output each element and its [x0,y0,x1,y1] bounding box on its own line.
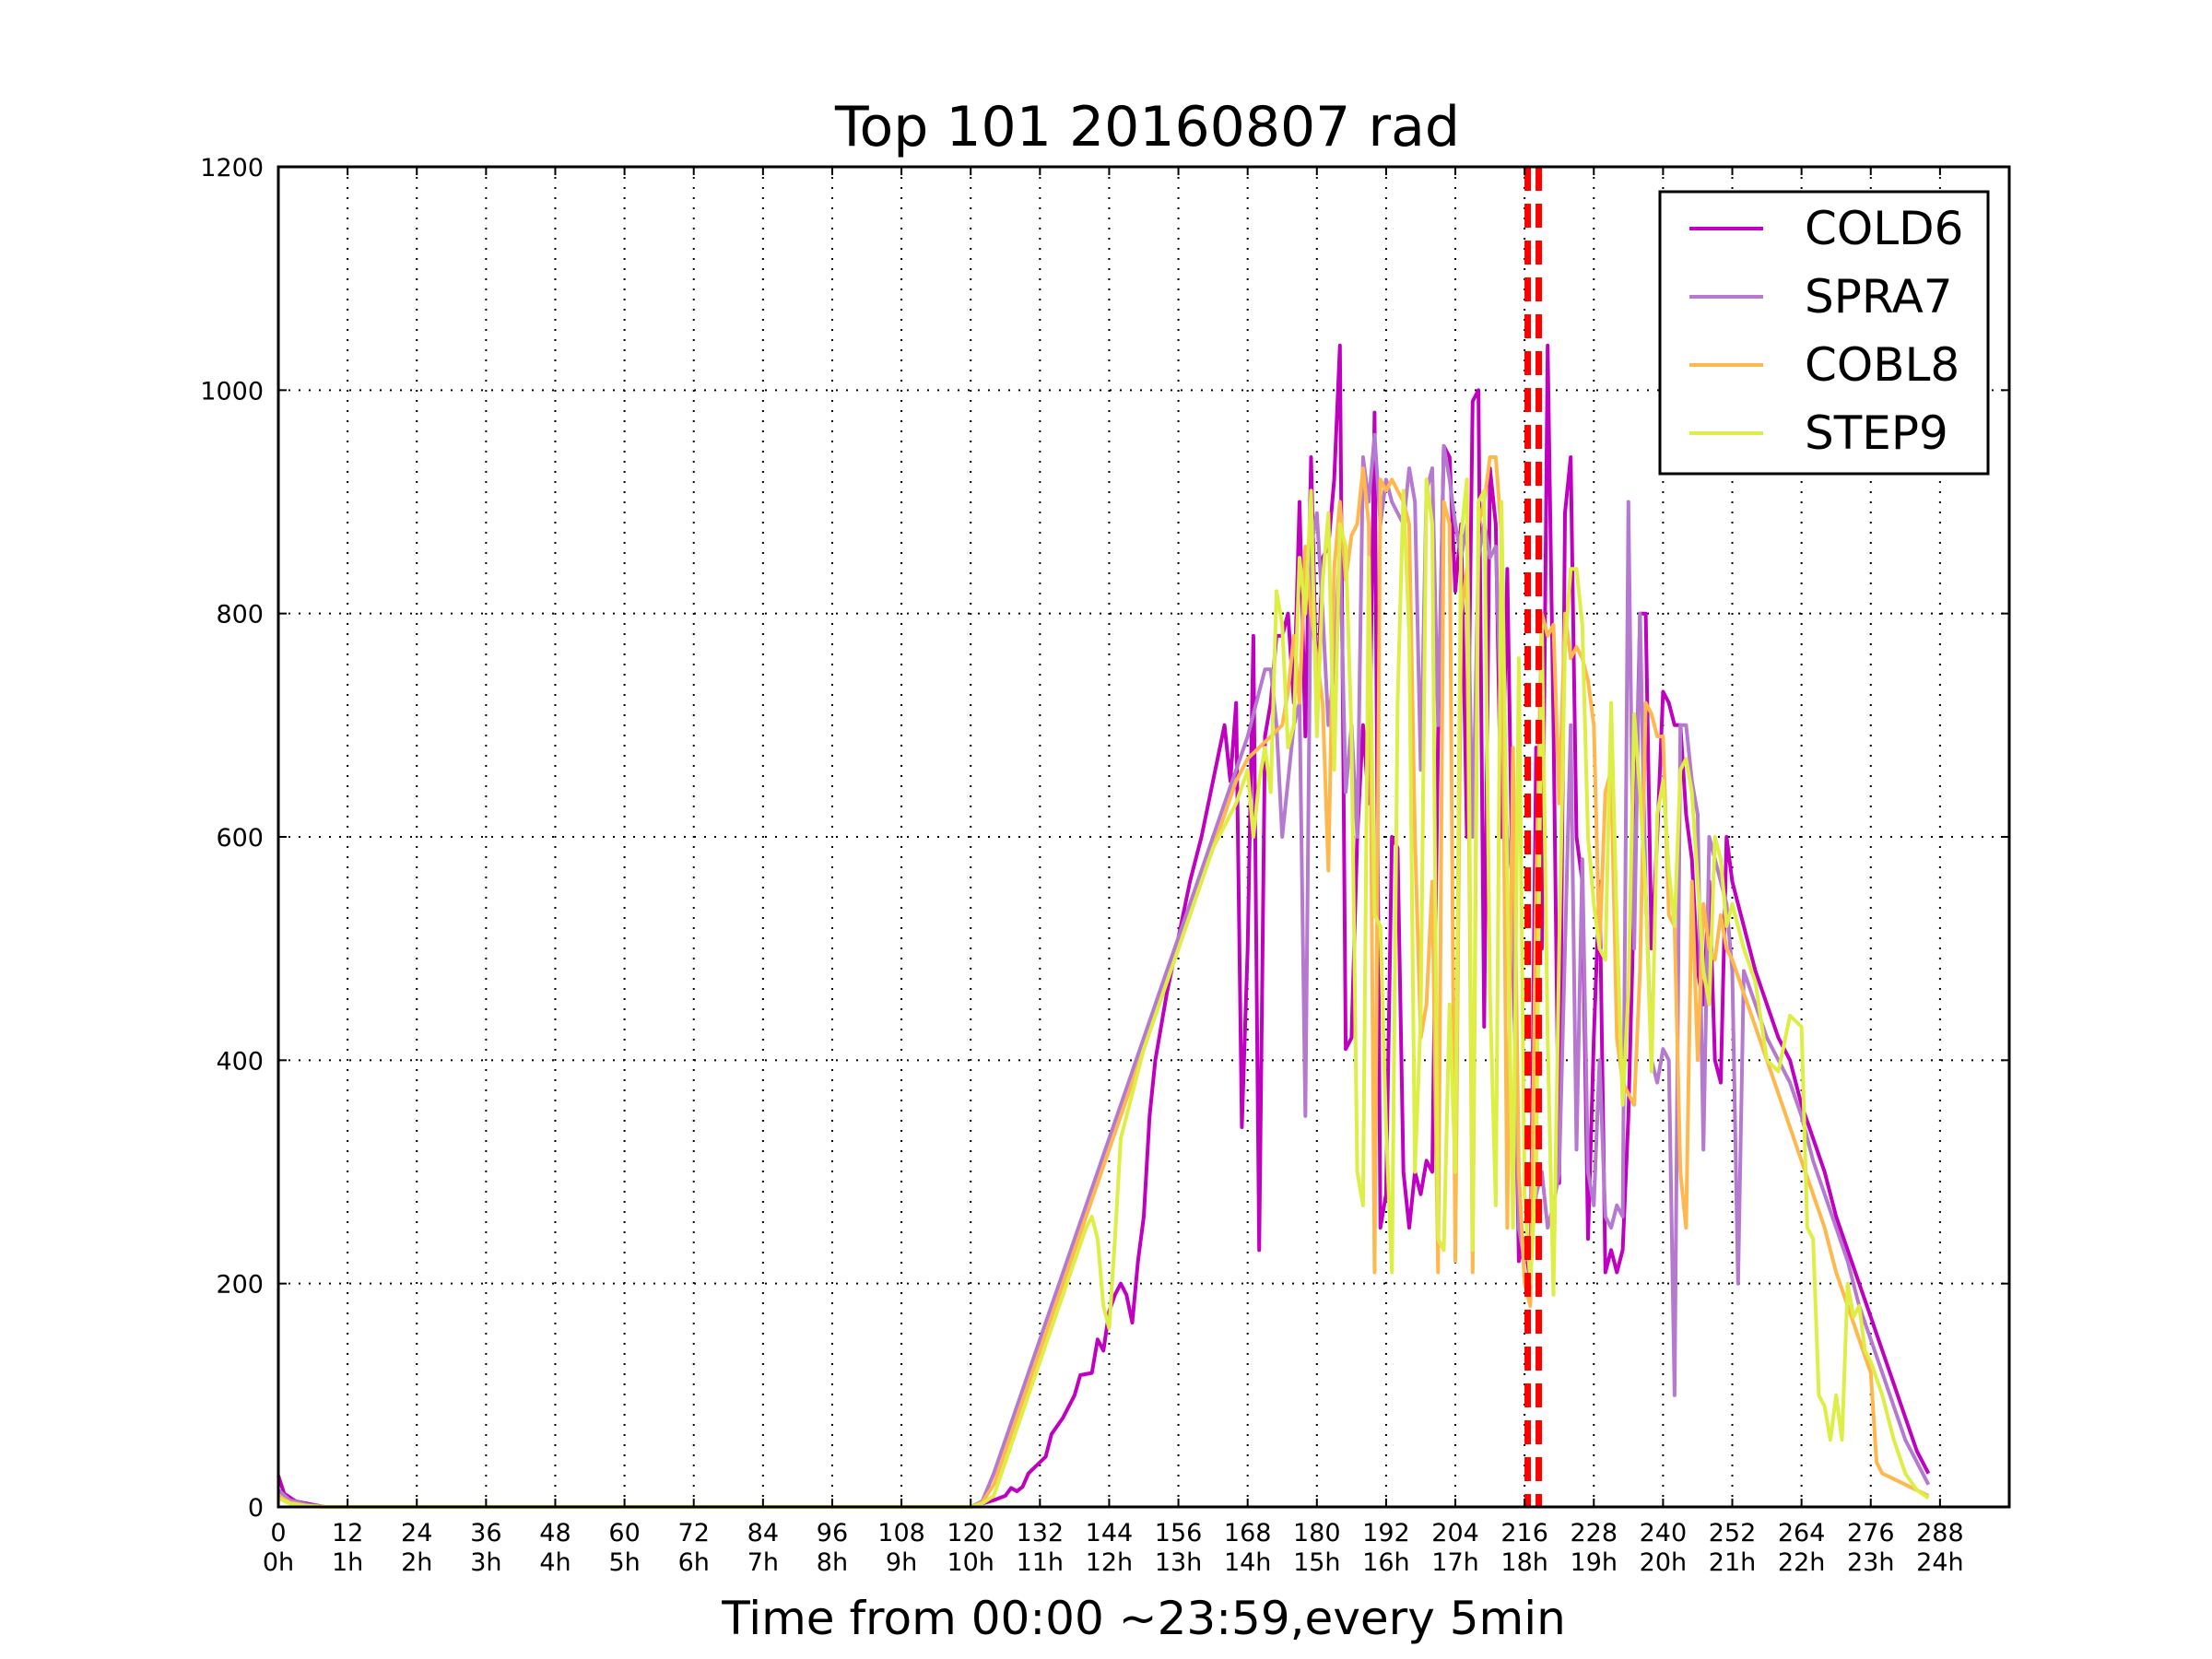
x-tick-sublabel: 10h [947,1548,994,1577]
x-tick-sublabel: 8h [817,1548,848,1577]
x-tick-label: 228 [1571,1519,1618,1547]
x-tick-label: 24 [401,1519,432,1547]
y-tick-label: 1200 [200,154,264,182]
x-tick-sublabel: 13h [1155,1548,1202,1577]
x-tick-label: 120 [947,1519,994,1547]
series-layer [276,343,1931,1509]
x-tick-label: 204 [1431,1519,1479,1547]
x-tick-sublabel: 7h [747,1548,779,1577]
x-tick-label: 264 [1778,1519,1826,1547]
x-tick-label: 180 [1293,1519,1341,1547]
series-line-spra7 [276,432,1931,1509]
x-tick-label: 36 [470,1519,501,1547]
x-tick-sublabel: 4h [539,1548,571,1577]
legend-label-cold6: COLD6 [1805,202,1963,255]
x-tick-sublabel: 15h [1293,1548,1340,1577]
legend-items: COLD6 SPRA7 COBL8 STEP9 [1689,202,1963,460]
x-tick-label: 108 [877,1519,925,1547]
x-tick-sublabel: 17h [1431,1548,1478,1577]
x-tick-sublabel: 6h [678,1548,710,1577]
y-tick-label: 600 [216,824,264,853]
x-tick-label: 252 [1709,1519,1757,1547]
x-tick-sublabel: 0h [263,1548,294,1577]
marker-line-layer [1524,167,1543,1507]
y-tick-label: 1000 [200,377,264,406]
x-tick-label: 48 [539,1519,571,1547]
x-tick-sublabel: 24h [1916,1548,1963,1577]
x-tick-label: 84 [747,1519,779,1547]
x-tick-label: 240 [1640,1519,1688,1547]
x-tick-sublabel: 1h [332,1548,363,1577]
x-tick-label: 132 [1017,1519,1065,1547]
series-line-step9 [277,477,1930,1509]
legend: COLD6 SPRA7 COBL8 STEP9 [1658,190,1990,476]
y-tick-label: 800 [216,601,264,629]
legend-label-spra7: SPRA7 [1805,270,1953,324]
y-tick-label: 400 [216,1047,264,1076]
x-tick-sublabel: 20h [1640,1548,1687,1577]
x-tick-sublabel: 16h [1362,1548,1409,1577]
x-tick-sublabel: 19h [1571,1548,1618,1577]
legend-box [1658,190,1990,476]
x-tick-label: 276 [1847,1519,1895,1547]
x-tick-label: 216 [1500,1519,1548,1547]
x-tick-sublabel: 11h [1017,1548,1064,1577]
x-tick-sublabel: 2h [401,1548,432,1577]
x-tick-label: 168 [1224,1519,1272,1547]
legend-label-step9: STEP9 [1805,406,1948,460]
x-tick-sublabel: 22h [1778,1548,1825,1577]
y-tick-label: 200 [216,1271,264,1300]
legend-label-cobl8: COBL8 [1805,338,1959,392]
x-tick-label: 12 [332,1519,363,1547]
chart-title: Top 101 20160807 rad [834,95,1460,159]
x-tick-sublabel: 5h [608,1548,640,1577]
x-tick-label: 144 [1086,1519,1134,1547]
x-tick-label: 72 [678,1519,710,1547]
x-tick-label: 192 [1362,1519,1410,1547]
x-tick-sublabel: 14h [1224,1548,1271,1577]
y-tick-label: 0 [248,1494,264,1523]
tick-label-layer: 00h121h242h363h484h605h726h847h968h1089h… [200,154,1963,1577]
x-tick-sublabel: 21h [1709,1548,1756,1577]
x-tick-label: 156 [1155,1519,1203,1547]
x-tick-sublabel: 9h [886,1548,917,1577]
x-tick-sublabel: 18h [1500,1548,1547,1577]
x-tick-label: 0 [270,1519,286,1547]
x-tick-label: 288 [1916,1519,1964,1547]
x-tick-label: 96 [817,1519,848,1547]
x-tick-sublabel: 3h [470,1548,501,1577]
x-tick-sublabel: 23h [1847,1548,1894,1577]
x-tick-label: 60 [608,1519,640,1547]
grid-layer [278,167,2009,1507]
tick-layer [277,166,2009,1508]
x-axis-label: Time from 00:00 ~23:59,every 5min [721,1592,1566,1645]
x-tick-sublabel: 12h [1086,1548,1133,1577]
